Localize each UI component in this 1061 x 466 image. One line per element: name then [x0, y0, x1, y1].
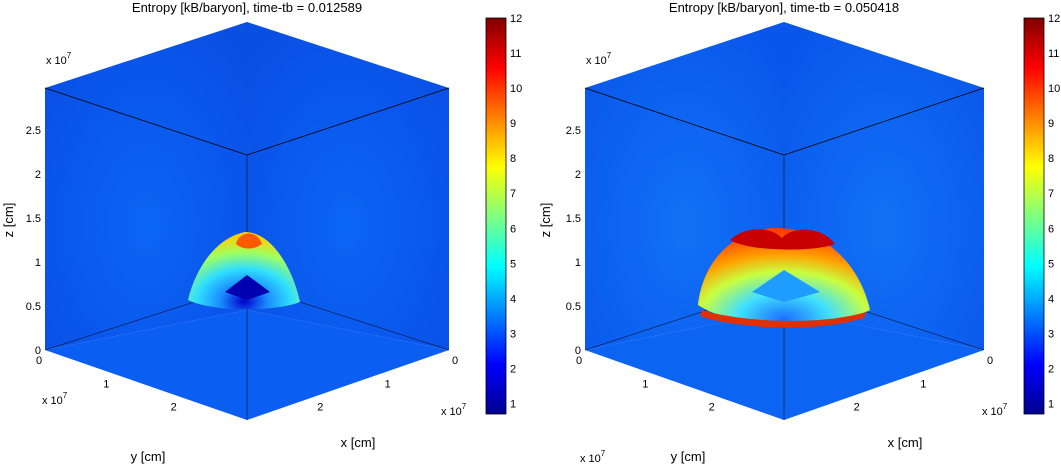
y-tick-label: 1 — [642, 378, 648, 390]
z-tick-label: 2 — [575, 169, 581, 181]
colorbar-tick-label: 3 — [510, 328, 516, 340]
entropy-shell-rim — [700, 310, 866, 328]
entropy-shell-core — [752, 270, 820, 302]
y-exponent: x 107 — [580, 449, 606, 465]
colorbar-tick-label: 6 — [1048, 223, 1054, 235]
z-tick-label: 2.5 — [26, 125, 41, 137]
x-tick-label: 2 — [317, 402, 323, 414]
colorbar-tick-label: 1 — [510, 398, 516, 410]
entropy-shell — [188, 232, 300, 310]
colorbar-tick-label: 6 — [510, 223, 516, 235]
colorbar-tick-label: 12 — [1048, 13, 1060, 25]
z-tick-label: 0.5 — [26, 301, 41, 313]
z-ticks: 0 0.5 1 1.5 2 2.5 — [566, 125, 581, 357]
colorbar-tick-label: 4 — [1048, 293, 1054, 305]
colorbar — [485, 17, 507, 415]
z-tick-label: 0.5 — [566, 301, 581, 313]
z-tick-label: 1 — [35, 257, 41, 269]
x-tick-label: 1 — [385, 378, 391, 390]
x-exponent-label: x 107 — [982, 402, 1008, 418]
colorbar-tick-label: 3 — [1048, 328, 1054, 340]
colorbar-tick-label: 8 — [510, 153, 516, 165]
colorbar-tick-label: 2 — [1048, 363, 1054, 375]
colorbar-tick-label: 9 — [510, 118, 516, 130]
y-ticks: 0 1 2 — [576, 355, 715, 414]
y-tick-label: 1 — [103, 378, 109, 390]
z-tick-label: 1.5 — [26, 213, 41, 225]
cube-face-back-right — [247, 22, 449, 350]
entropy-shell-hotspot — [236, 233, 262, 249]
x-tick-label: 2 — [854, 402, 860, 414]
x-tick-label: 0 — [987, 355, 993, 367]
z-tick-label: 1.5 — [566, 213, 581, 225]
colorbar-tick-label: 4 — [510, 293, 516, 305]
x-axis-label: x [cm] — [341, 435, 376, 450]
y-tick-label: 0 — [576, 355, 582, 367]
y-exponent: x 107 — [42, 391, 68, 407]
y-tick-label: 0 — [36, 355, 42, 367]
colorbar-tick-label: 7 — [510, 188, 516, 200]
x-exponent: x 107 — [441, 402, 467, 418]
colorbar-tick-label: 5 — [510, 258, 516, 270]
colorbar-tick-label: 10 — [510, 83, 522, 95]
y-axis-label: y [cm] — [671, 449, 706, 464]
colorbar-tick-label: 11 — [510, 48, 521, 60]
z-exponent: x 107 — [586, 51, 612, 67]
colorbar-tick-label: 9 — [1048, 118, 1054, 130]
chart-panel-left: Entropy [kB/baryon], time-tb = 0.012589 … — [1, 0, 522, 464]
chart-title: Entropy [kB/baryon], time-tb = 0.050418 — [669, 0, 899, 15]
colorbar-tick-label: 12 — [510, 13, 522, 25]
z-axis-label: z [cm] — [1, 203, 16, 238]
x-tick-label: 0 — [452, 355, 458, 367]
colorbar-tick-label: 10 — [1048, 83, 1060, 95]
x-axis-label: x [cm] — [888, 435, 923, 450]
entropy-shell-core — [225, 275, 270, 300]
z-ticks: 0 0.5 1 1.5 2 2.5 — [26, 125, 41, 357]
y-tick-label: 2 — [709, 402, 715, 414]
y-axis-label: y [cm] — [131, 449, 166, 464]
colorbar-tick-label: 5 — [1048, 258, 1054, 270]
x-ticks: 0 1 2 — [854, 355, 993, 414]
cube-face-back-left — [45, 22, 247, 350]
colorbar-tick-label: 11 — [1048, 48, 1059, 60]
entropy-shell-hotspot — [730, 229, 835, 250]
colorbar-tick-label: 7 — [1048, 188, 1054, 200]
colorbar-tick-label: 2 — [510, 363, 516, 375]
z-tick-label: 0 — [575, 345, 581, 357]
colorbar — [1023, 17, 1045, 415]
chart-panel-right: Entropy [kB/baryon], time-tb = 0.050418 … — [538, 0, 1060, 465]
z-tick-label: 0 — [35, 345, 41, 357]
z-tick-label: 2 — [35, 169, 41, 181]
z-tick-label: 1 — [575, 257, 581, 269]
colorbar-tick-label: 1 — [1048, 398, 1054, 410]
y-tick-label: 2 — [171, 402, 177, 414]
z-axis-label: z [cm] — [538, 203, 553, 238]
z-tick-label: 2.5 — [566, 125, 581, 137]
x-ticks: 0 1 2 — [317, 355, 458, 414]
chart-title: Entropy [kB/baryon], time-tb = 0.012589 — [132, 0, 362, 15]
cube-face-floor — [585, 310, 984, 420]
colorbar-tick-label: 8 — [1048, 153, 1054, 165]
z-exponent: x 107 — [46, 51, 72, 67]
y-ticks: 0 1 2 — [36, 355, 177, 414]
x-tick-label: 1 — [920, 378, 926, 390]
